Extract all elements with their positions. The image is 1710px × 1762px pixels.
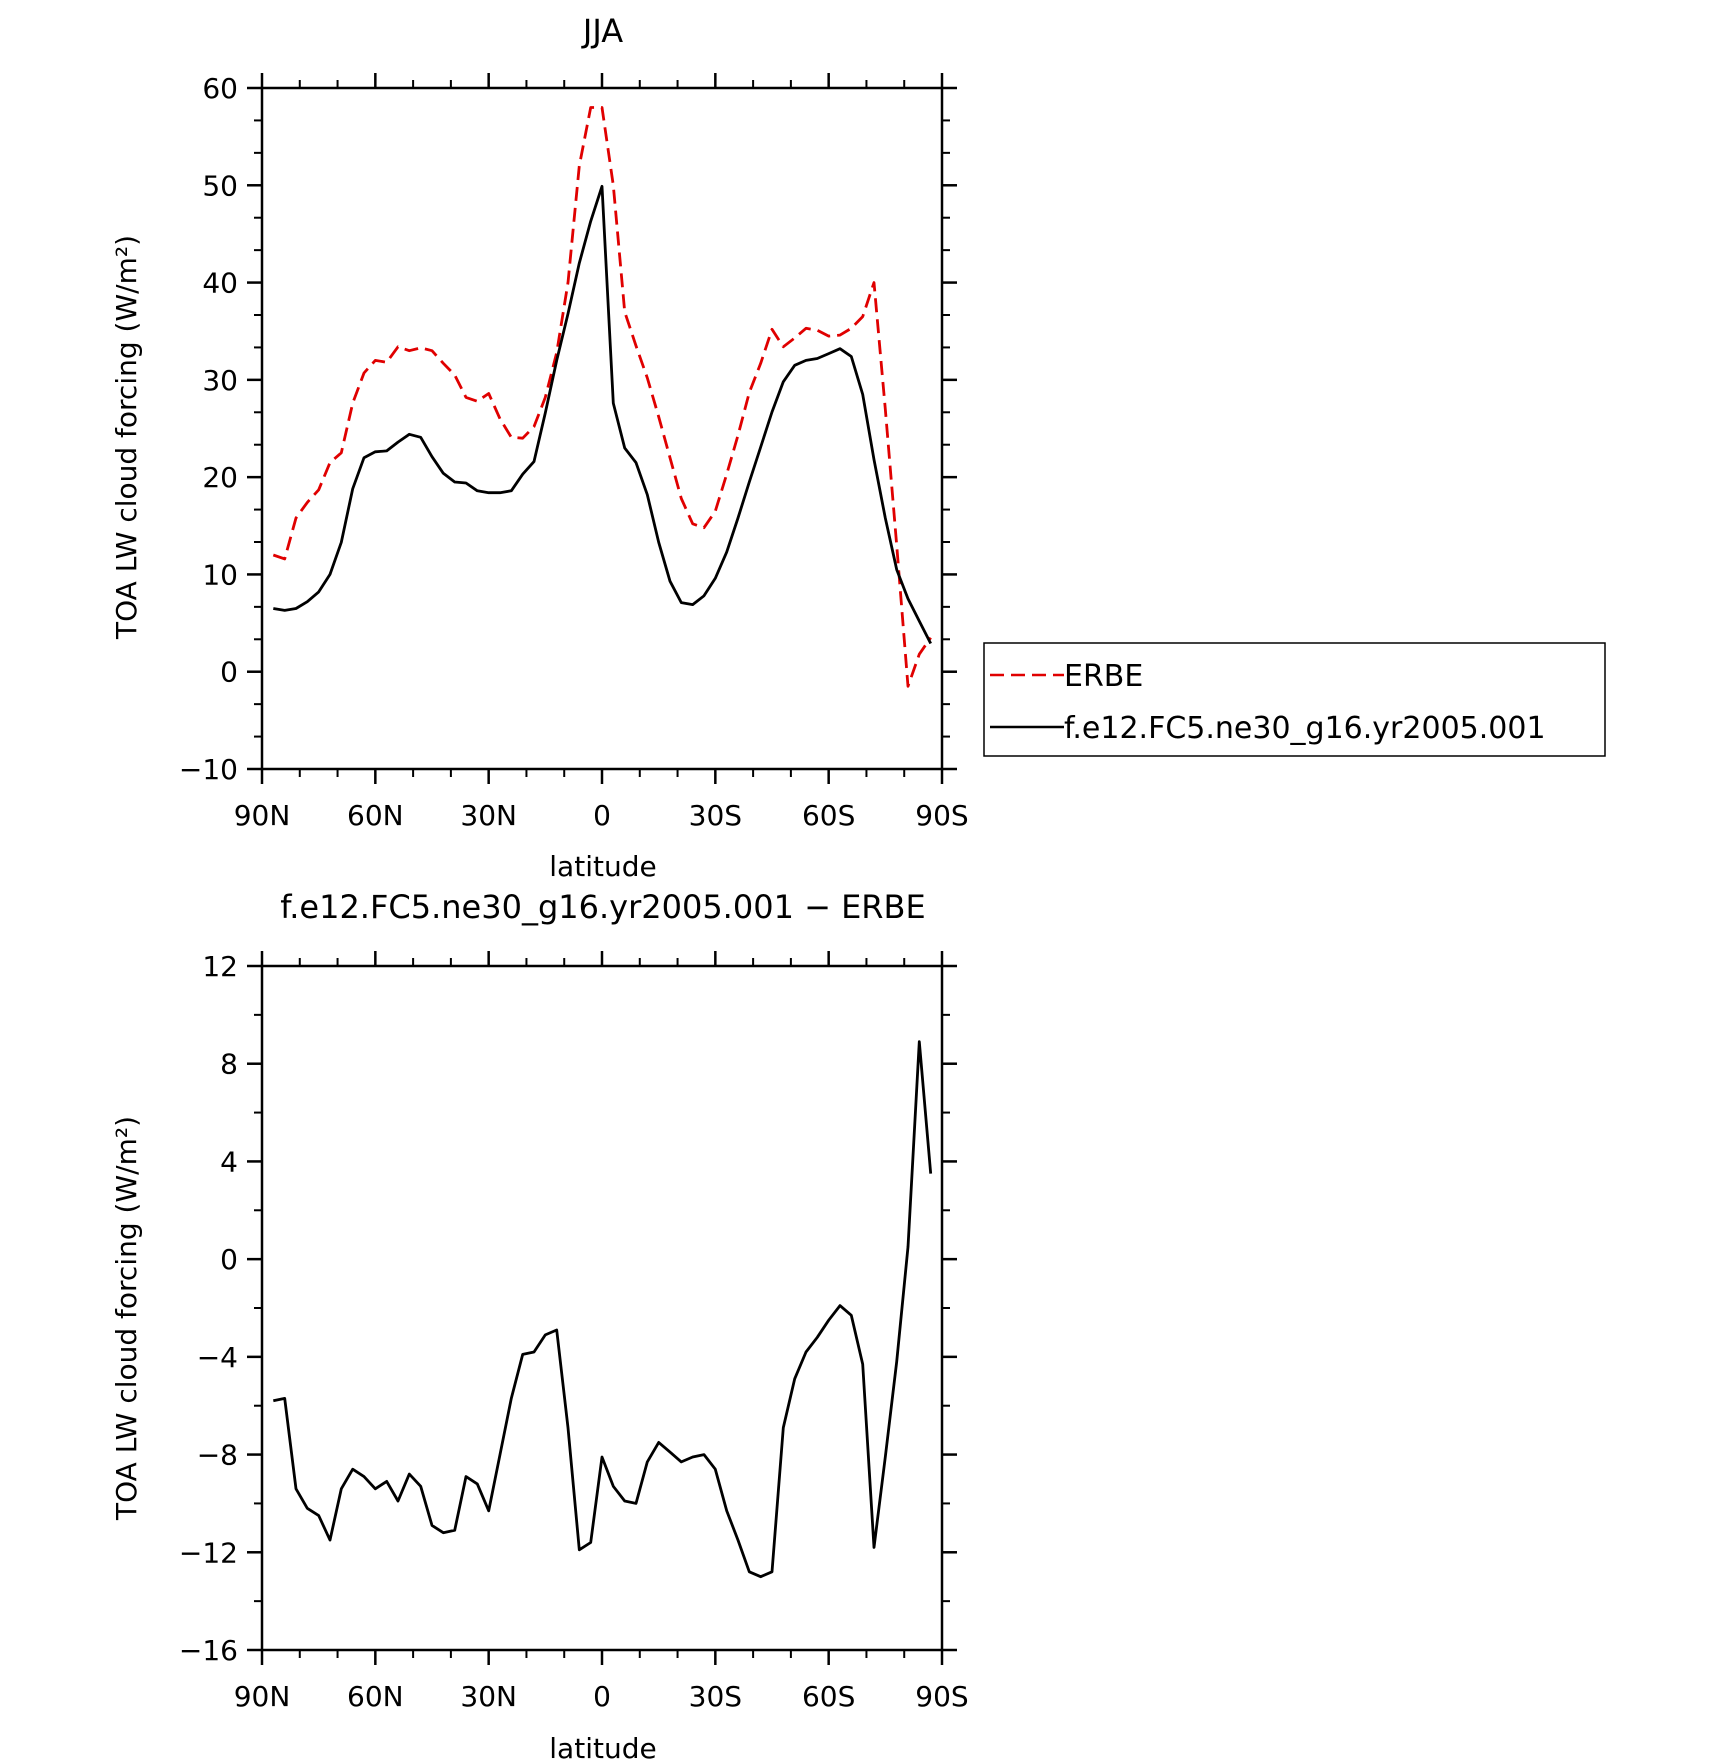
bottom-panel-ylabel: TOA LW cloud forcing (W/m²) (110, 1116, 143, 1521)
legend-model-label: f.e12.FC5.ne30_g16.yr2005.001 (1064, 711, 1546, 746)
y-tick-label: 0 (220, 656, 238, 689)
y-tick-label: −12 (179, 1536, 238, 1569)
y-tick-label: 12 (202, 950, 238, 983)
legend-erbe-label: ERBE (1064, 659, 1143, 694)
x-tick-label: 90N (234, 799, 291, 832)
y-tick-label: −10 (179, 753, 238, 786)
series-erbe-line (272, 106, 932, 688)
x-tick-label: 90S (915, 799, 968, 832)
x-tick-label: 60S (802, 799, 855, 832)
y-tick-label: 20 (202, 461, 238, 494)
y-tick-label: 4 (220, 1145, 238, 1178)
y-tick-label: −16 (179, 1634, 238, 1667)
series-model-line (273, 184, 932, 645)
y-tick-label: 0 (220, 1243, 238, 1276)
y-tick-label: 50 (202, 169, 238, 202)
legend: ERBE f.e12.FC5.ne30_g16.yr2005.001 (983, 642, 1606, 757)
y-tick-label: 8 (220, 1048, 238, 1081)
plot-frame (260, 964, 944, 1652)
y-tick-label: 30 (202, 364, 238, 397)
x-tick-label: 90S (915, 1680, 968, 1713)
bottom-panel: f.e12.FC5.ne30_g16.yr2005.001 − ERBE TOA… (110, 888, 969, 1762)
x-tick-label: 30S (689, 799, 742, 832)
y-tick-label: 10 (202, 558, 238, 591)
top-panel: JJA TOA LW cloud forcing (W/m²) latitude… (110, 12, 969, 883)
legend-box (983, 642, 1606, 757)
x-tick-label: 0 (593, 799, 611, 832)
x-tick-label: 60S (802, 1680, 855, 1713)
y-tick-label: 60 (202, 72, 238, 105)
top-panel-title: JJA (581, 12, 623, 50)
x-tick-label: 60N (347, 1680, 404, 1713)
y-tick-label: −8 (197, 1439, 238, 1472)
top-panel-xlabel: latitude (549, 850, 656, 883)
x-tick-label: 30S (689, 1680, 742, 1713)
bottom-panel-xlabel: latitude (549, 1732, 656, 1762)
x-tick-label: 90N (234, 1680, 291, 1713)
x-tick-label: 60N (347, 799, 404, 832)
y-tick-label: −4 (197, 1341, 238, 1374)
bottom-panel-title: f.e12.FC5.ne30_g16.yr2005.001 − ERBE (280, 888, 925, 926)
x-tick-label: 30N (460, 799, 517, 832)
top-panel-ylabel: TOA LW cloud forcing (W/m²) (110, 235, 143, 640)
series-difference-line (273, 1040, 933, 1579)
x-tick-label: 0 (593, 1680, 611, 1713)
y-tick-label: 40 (202, 267, 238, 300)
x-tick-label: 30N (460, 1680, 517, 1713)
